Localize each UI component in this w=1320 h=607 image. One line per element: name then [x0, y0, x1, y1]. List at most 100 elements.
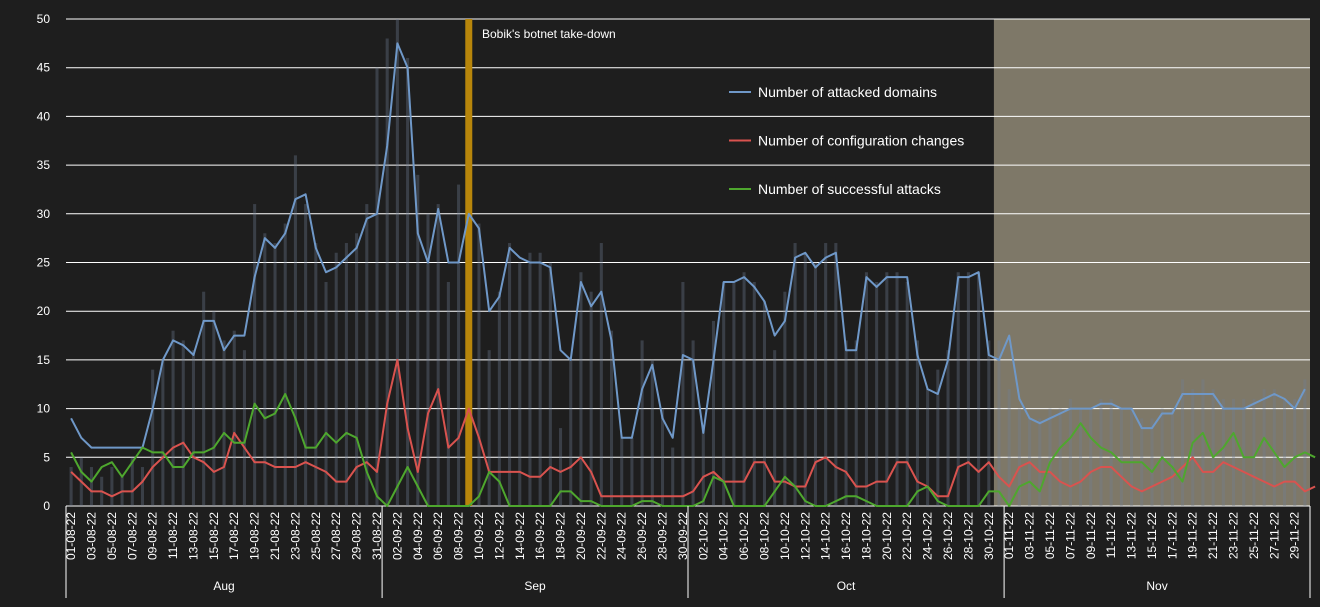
daily-bar — [701, 428, 705, 506]
x-tick-label: 19-11-22 — [1186, 512, 1200, 559]
x-tick-label: 03-11-22 — [1023, 512, 1037, 559]
x-tick-label: 09-08-22 — [146, 512, 160, 560]
daily-bar — [640, 340, 644, 506]
daily-bar — [997, 340, 1001, 506]
x-tick-label: 04-10-22 — [717, 512, 731, 560]
daily-bar — [742, 272, 746, 506]
daily-bar — [273, 243, 277, 506]
daily-bar — [1282, 398, 1287, 506]
daily-bar — [783, 291, 787, 506]
daily-bar — [171, 330, 175, 506]
daily-bar — [1068, 398, 1072, 506]
daily-bar — [1231, 398, 1236, 506]
daily-bar — [1150, 418, 1154, 506]
daily-bar — [691, 340, 695, 506]
daily-bar — [732, 281, 736, 506]
daily-bar — [569, 359, 573, 506]
x-tick-label: 15-11-22 — [1145, 512, 1159, 559]
x-tick-label: 28-09-22 — [656, 512, 670, 560]
daily-bar — [1303, 379, 1307, 506]
x-tick-label: 02-09-22 — [390, 512, 404, 560]
daily-bar — [1221, 398, 1225, 506]
daily-bar — [630, 437, 634, 506]
x-tick-label: 07-11-22 — [1063, 512, 1077, 559]
daily-bar — [1170, 408, 1174, 506]
y-tick-label: 45 — [37, 61, 51, 75]
daily-bar — [314, 243, 318, 506]
daily-bar — [1017, 408, 1021, 506]
daily-bar — [110, 467, 114, 506]
daily-bar — [579, 272, 583, 506]
daily-bar — [457, 184, 461, 506]
daily-bar — [1058, 408, 1062, 506]
daily-bar — [1201, 379, 1205, 506]
daily-bar — [151, 369, 155, 506]
x-tick-label: 11-08-22 — [166, 512, 180, 559]
x-tick-label: 25-11-22 — [1247, 512, 1261, 559]
daily-bar — [253, 204, 257, 506]
x-tick-label: 30-09-22 — [676, 512, 690, 560]
daily-bar — [222, 340, 226, 506]
x-tick-label: 07-08-22 — [125, 512, 139, 560]
x-tick-label: 20-09-22 — [574, 512, 588, 560]
x-tick-label: 18-09-22 — [554, 512, 568, 560]
daily-bar — [864, 272, 868, 506]
x-tick-label: 10-10-22 — [778, 512, 792, 560]
month-label: Nov — [1146, 579, 1167, 593]
daily-bar — [426, 213, 430, 507]
x-tick-label: 04-09-22 — [411, 512, 425, 560]
x-tick-label: 28-10-22 — [961, 512, 975, 560]
daily-bar — [1089, 408, 1093, 506]
daily-bar — [1038, 418, 1042, 506]
daily-bar — [681, 281, 685, 506]
legend: Number of attacked domains Number of conf… — [729, 84, 964, 197]
daily-bar — [620, 437, 624, 506]
series-line — [70, 393, 1316, 507]
x-tick-label: 22-10-22 — [900, 512, 914, 560]
daily-bar — [589, 291, 593, 506]
x-tick-label: 14-10-22 — [819, 512, 833, 560]
x-tick-label: 08-09-22 — [452, 512, 466, 560]
x-tick-label: 13-08-22 — [186, 512, 200, 560]
daily-bar — [528, 252, 532, 506]
daily-bar — [304, 204, 308, 506]
daily-bar — [844, 340, 848, 506]
daily-bar — [813, 262, 817, 506]
x-tick-label: 08-10-22 — [757, 512, 771, 560]
y-tick-label: 0 — [43, 499, 50, 513]
daily-bar — [1099, 398, 1103, 506]
x-tick-label: 30-10-22 — [982, 512, 996, 560]
daily-bar — [385, 38, 389, 506]
daily-bar — [1007, 389, 1011, 506]
daily-bar — [191, 350, 195, 506]
daily-bar — [365, 204, 369, 506]
x-tick-label: 27-08-22 — [329, 512, 343, 560]
x-tick-label: 26-10-22 — [941, 512, 955, 560]
x-tick-label: 24-10-22 — [921, 512, 935, 560]
daily-bar — [140, 467, 145, 506]
takedown-label: Bobik's botnet take-down — [482, 27, 616, 41]
daily-bar — [1262, 389, 1266, 506]
daily-bar — [650, 359, 654, 506]
x-tick-label: 06-10-22 — [737, 512, 751, 560]
daily-bar — [508, 243, 512, 506]
daily-bar — [436, 204, 440, 506]
daily-bar — [1079, 408, 1083, 506]
daily-bar — [538, 252, 542, 506]
daily-bar — [416, 174, 420, 506]
daily-bar — [936, 369, 940, 506]
x-tick-label: 21-11-22 — [1206, 512, 1220, 559]
series-lines — [70, 42, 1316, 507]
daily-bar — [793, 243, 797, 506]
legend-label: Number of configuration changes — [758, 133, 964, 149]
x-tick-label: 23-11-22 — [1227, 512, 1241, 559]
y-tick-label: 20 — [37, 304, 51, 318]
daily-bar — [344, 243, 348, 506]
daily-bar — [518, 262, 522, 506]
daily-bar — [69, 467, 73, 506]
x-tick-label: 26-09-22 — [635, 512, 649, 560]
daily-bar — [609, 330, 614, 506]
series-line — [70, 42, 1306, 449]
daily-bar — [1252, 398, 1256, 506]
x-tick-label: 21-08-22 — [268, 512, 282, 560]
